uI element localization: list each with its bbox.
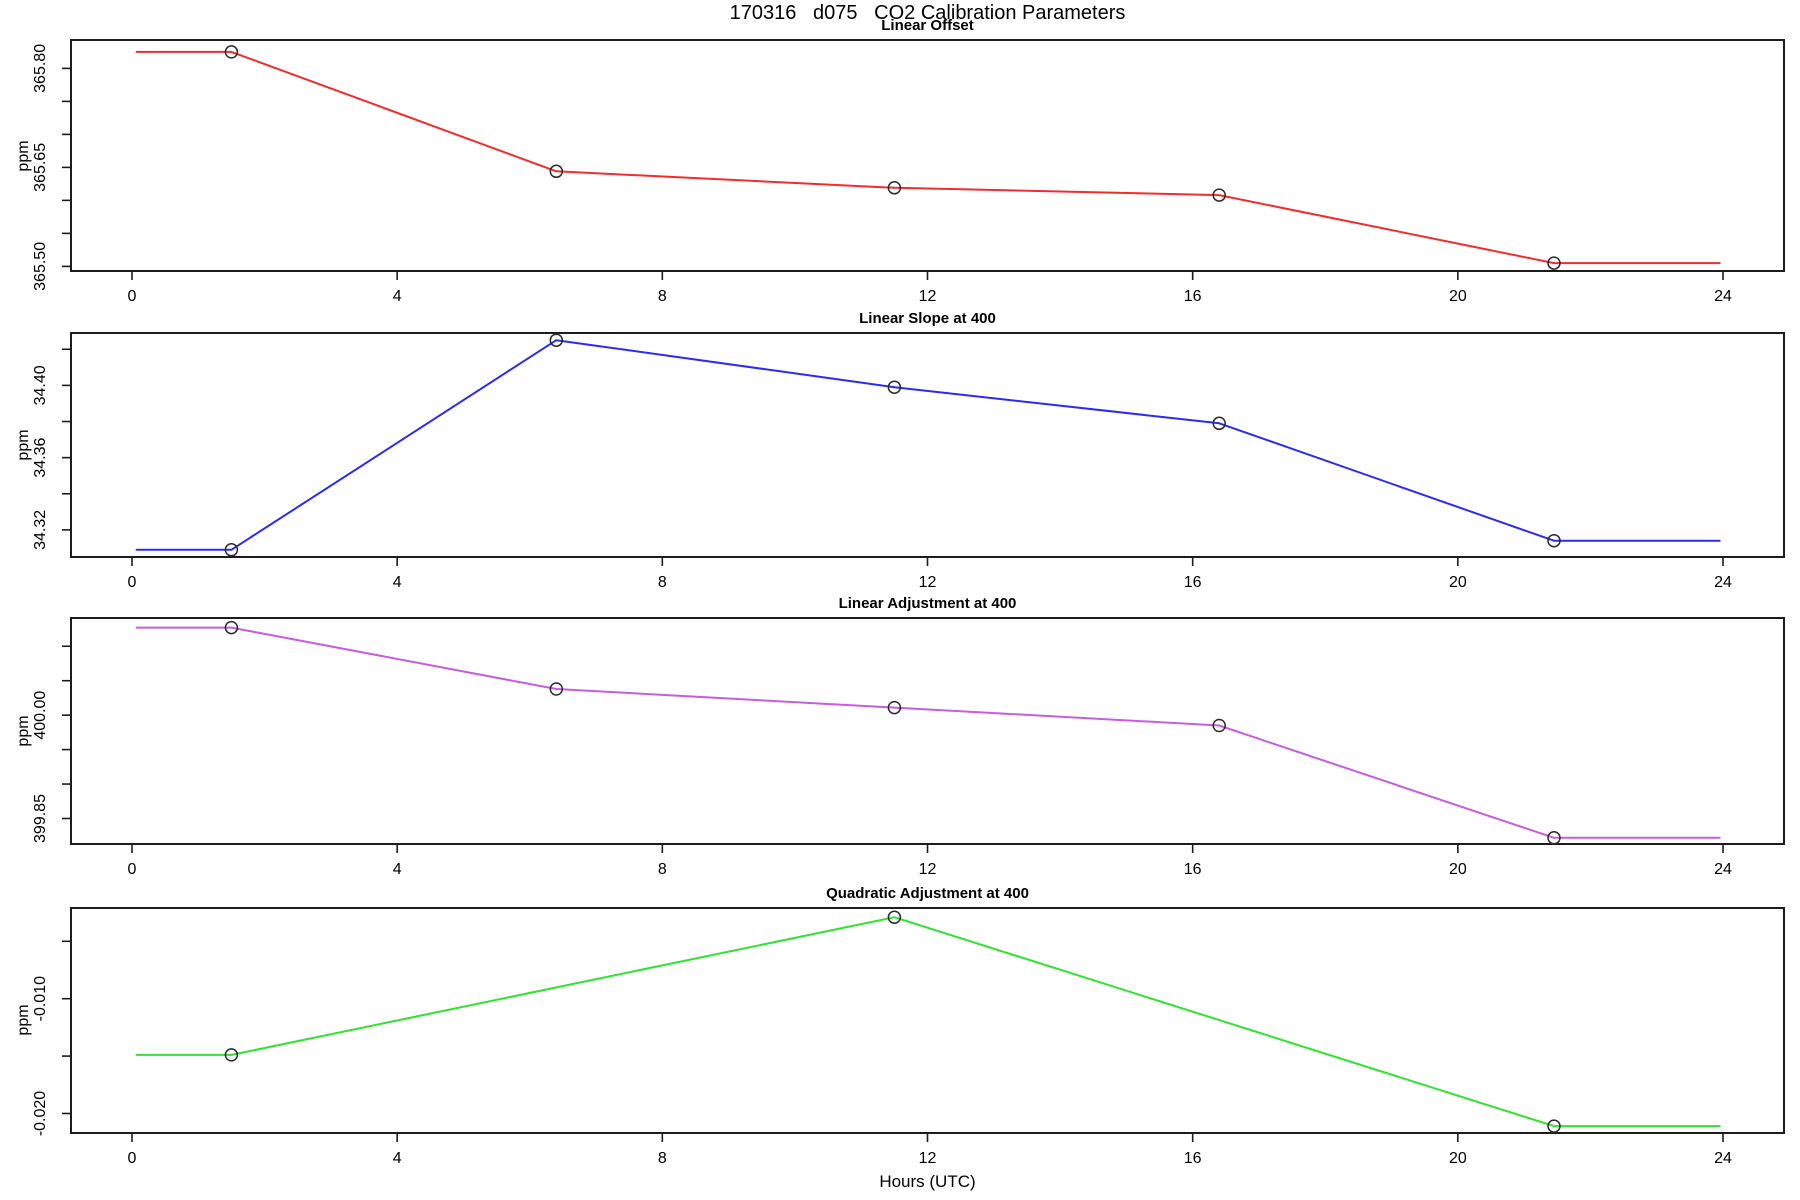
x-tick-label: 16 — [1184, 861, 1202, 878]
x-tick-label: 24 — [1714, 861, 1732, 878]
data-point — [549, 682, 564, 696]
x-tick-label: 4 — [393, 288, 402, 305]
y-tick-label: 34.40 — [32, 365, 49, 405]
x-tick-label: 20 — [1449, 288, 1467, 305]
series-line — [135, 626, 1721, 839]
x-tick-label: 8 — [658, 861, 667, 878]
data-point — [1547, 831, 1561, 845]
x-tick-label: 16 — [1184, 288, 1202, 305]
x-tick-label: 4 — [393, 574, 402, 591]
data-point — [887, 700, 902, 715]
y-tick-label: -0.010 — [32, 976, 49, 1021]
x-tick-label: 12 — [919, 574, 937, 591]
series-line — [135, 339, 1721, 551]
y-tick-label: 365.50 — [32, 242, 49, 291]
x-tick-label: 8 — [658, 574, 667, 591]
panel-title-quadratic-adjustment: Quadratic Adjustment at 400 — [826, 885, 1029, 902]
data-point — [1212, 416, 1226, 431]
plot-box — [70, 39, 1785, 272]
x-tick-label: 0 — [128, 861, 137, 878]
x-tick-label: 8 — [658, 1150, 667, 1167]
data-point — [887, 910, 902, 924]
data-point — [1547, 1119, 1561, 1133]
x-tick-label: 24 — [1714, 1150, 1732, 1167]
data-point — [549, 164, 564, 179]
x-tick-label: 24 — [1714, 288, 1732, 305]
panel-title-linear-offset: Linear Offset — [881, 17, 974, 34]
plot-box — [70, 907, 1785, 1134]
y-tick-label: 365.80 — [32, 44, 49, 93]
x-tick-label: 16 — [1184, 1150, 1202, 1167]
data-point — [224, 543, 239, 557]
plot-box — [70, 617, 1785, 845]
x-tick-label: 8 — [658, 288, 667, 305]
x-tick-label: 20 — [1449, 1150, 1467, 1167]
x-tick-label: 4 — [393, 1150, 402, 1167]
series-line — [135, 916, 1721, 1128]
data-point — [887, 380, 902, 394]
data-point — [1212, 188, 1226, 202]
y-tick-label: 400.00 — [32, 691, 49, 740]
x-tick-label: 0 — [128, 288, 137, 305]
y-tick-label: 34.36 — [32, 438, 49, 478]
data-point — [1547, 256, 1561, 270]
data-point — [224, 1048, 239, 1062]
data-point — [224, 45, 239, 59]
y-tick-label: 399.85 — [32, 794, 49, 843]
data-point — [887, 181, 902, 195]
series-line — [135, 50, 1721, 265]
panel-title-linear-adjustment: Linear Adjustment at 400 — [838, 595, 1017, 612]
x-tick-label: 24 — [1714, 574, 1732, 591]
x-tick-label: 12 — [919, 861, 937, 878]
x-tick-label: 4 — [393, 861, 402, 878]
plot-box — [70, 332, 1785, 558]
x-tick-label: 12 — [919, 1150, 937, 1167]
data-point — [224, 620, 239, 635]
y-tick-label: 34.32 — [32, 510, 49, 550]
x-tick-label: 16 — [1184, 574, 1202, 591]
y-tick-label: -0.020 — [32, 1091, 49, 1136]
panel-title-linear-slope: Linear Slope at 400 — [859, 310, 996, 327]
x-tick-label: 0 — [128, 574, 137, 591]
data-point — [549, 333, 564, 347]
x-tick-label: 0 — [128, 1150, 137, 1167]
x-axis-label: Hours (UTC) — [879, 1172, 976, 1191]
data-point — [1212, 718, 1226, 733]
x-tick-label: 20 — [1449, 574, 1467, 591]
x-tick-label: 12 — [919, 288, 937, 305]
x-tick-label: 20 — [1449, 861, 1467, 878]
chart-main-title: 170316 d075 CO2 Calibration Parameters — [729, 2, 1126, 24]
y-tick-label: 365.65 — [32, 143, 49, 192]
data-point — [1547, 533, 1561, 548]
